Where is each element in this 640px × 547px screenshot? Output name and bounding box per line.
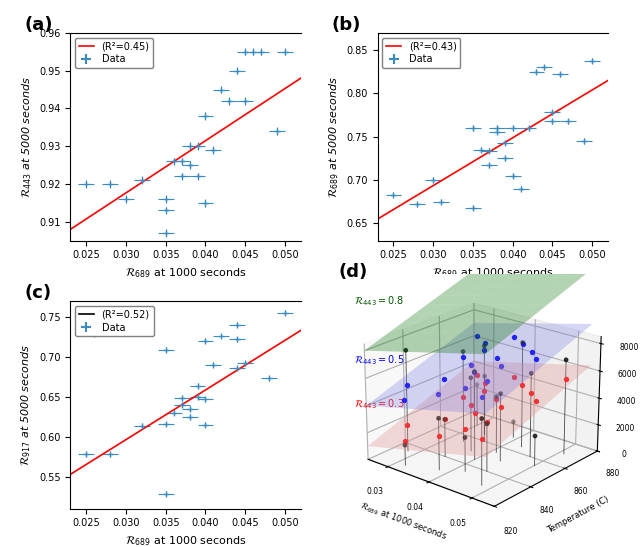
Y-axis label: $\mathcal{R}_{689}$ at 5000 seconds: $\mathcal{R}_{689}$ at 5000 seconds	[327, 75, 340, 198]
Y-axis label: $\mathcal{R}_{917}$ at 5000 seconds: $\mathcal{R}_{917}$ at 5000 seconds	[20, 344, 33, 466]
Text: $\mathcal{R}_{443}=0.8$: $\mathcal{R}_{443}=0.8$	[354, 294, 404, 308]
X-axis label: $\mathcal{R}_{689}$ at 1000 seconds: $\mathcal{R}_{689}$ at 1000 seconds	[358, 499, 449, 543]
Text: (a): (a)	[24, 16, 53, 34]
Text: $\mathcal{R}_{443}=0.3$: $\mathcal{R}_{443}=0.3$	[354, 397, 404, 411]
Y-axis label: $\mathcal{R}_{443}$ at 5000 seconds: $\mathcal{R}_{443}$ at 5000 seconds	[20, 75, 34, 198]
Legend: (R²=0.43), Data: (R²=0.43), Data	[383, 38, 460, 68]
Text: (b): (b)	[332, 16, 361, 34]
Text: $\mathcal{R}_{443}=0.5$: $\mathcal{R}_{443}=0.5$	[354, 353, 404, 367]
Text: (c): (c)	[24, 284, 51, 302]
Legend: (R²=0.45), Data: (R²=0.45), Data	[76, 38, 154, 68]
Legend: (R²=0.52), Data: (R²=0.52), Data	[76, 306, 154, 336]
Y-axis label: Temperature (C): Temperature (C)	[546, 494, 611, 534]
X-axis label: $\mathcal{R}_{689}$ at 1000 seconds: $\mathcal{R}_{689}$ at 1000 seconds	[125, 534, 246, 547]
X-axis label: $\mathcal{R}_{689}$ at 1000 seconds: $\mathcal{R}_{689}$ at 1000 seconds	[432, 266, 554, 280]
X-axis label: $\mathcal{R}_{689}$ at 1000 seconds: $\mathcal{R}_{689}$ at 1000 seconds	[125, 266, 246, 280]
Text: (d): (d)	[339, 263, 368, 281]
